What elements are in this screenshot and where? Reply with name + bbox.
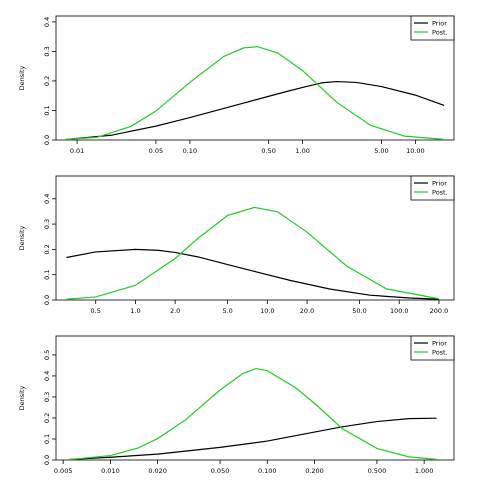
y-tick-label: 0.2: [43, 413, 51, 423]
x-tick-label: 100.0: [390, 307, 409, 315]
legend-label: Prior: [432, 19, 447, 27]
y-axis-label: Density: [18, 65, 26, 90]
legend-box: [410, 175, 455, 201]
x-tick-label: 0.10: [183, 147, 197, 155]
y-axis-label: Density: [18, 385, 26, 410]
x-tick-label: 0.100: [258, 467, 277, 475]
panel-2: 0.5 1.0 2.0 5.0 10.0 20.0 50.0 100.0 200.0 0.0 0.1…: [18, 175, 455, 315]
legend-label: Prior: [432, 339, 447, 347]
plot-frame: [55, 335, 455, 461]
x-tick-label: 10.00: [406, 147, 425, 155]
y-tick-label: 0.1: [43, 434, 51, 444]
series-line-post: [66, 46, 445, 141]
series-line-prior: [66, 80, 445, 141]
y-tick-label: 0.4: [43, 17, 51, 27]
y-tick-label: 0.3: [43, 46, 51, 56]
x-tick-label: 20.0: [300, 307, 314, 315]
x-tick-label: 1.0: [130, 307, 140, 315]
plot-frame: [55, 15, 455, 141]
y-tick-label: 0.0: [43, 455, 51, 465]
legend-label: Prior: [432, 179, 447, 187]
y-tick-label: 0.0: [43, 135, 51, 145]
y-tick-label: 0.1: [43, 270, 51, 280]
x-tick-label: 200.0: [430, 307, 449, 315]
y-tick-label: 0.1: [43, 105, 51, 115]
legend-box: [410, 335, 455, 361]
x-tick-label: 0.50: [261, 147, 275, 155]
x-tick-label: 0.010: [101, 467, 120, 475]
x-tick-label: 0.020: [148, 467, 167, 475]
y-tick-label: 0.0: [43, 295, 51, 305]
y-axis-label: Density: [18, 225, 26, 250]
x-tick-label: 0.05: [149, 147, 163, 155]
y-tick-label: 0.5: [43, 350, 51, 360]
series-line-prior: [69, 417, 437, 460]
legend-box: [410, 15, 455, 41]
x-tick-label: 50.0: [352, 307, 366, 315]
panel-3: 0.005 0.010 0.020 0.050 0.100 0.200 0.500 1.000…: [18, 335, 455, 475]
x-tick-label: 2.0: [170, 307, 180, 315]
y-tick-label: 0.3: [43, 392, 51, 402]
y-tick-label: 0.3: [43, 219, 51, 229]
x-tick-label: 1.00: [295, 147, 309, 155]
x-tick-label: 0.200: [305, 467, 324, 475]
series-line-prior: [66, 248, 439, 300]
y-tick-label: 0.4: [43, 194, 51, 204]
y-tick-label: 0.4: [43, 371, 51, 381]
x-tick-label: 1.000: [415, 467, 434, 475]
x-tick-label: 0.005: [54, 467, 73, 475]
legend-label: Post.: [432, 28, 448, 36]
legend-label: Post.: [432, 348, 448, 356]
y-tick-label: 0.2: [43, 244, 51, 254]
plot-frame: [55, 175, 455, 301]
x-tick-label: 0.5: [91, 307, 101, 315]
y-tick-label: 0.2: [43, 76, 51, 86]
series-line-post: [66, 206, 440, 300]
x-tick-label: 0.500: [368, 467, 387, 475]
panel-1: 0.01 0.05 0.10 0.50 1.00 5.00 10.00 0.0 0.1 0.2 0.…: [18, 15, 455, 155]
x-tick-label: 0.050: [211, 467, 230, 475]
x-tick-label: 10.0: [260, 307, 274, 315]
legend-label: Post.: [432, 188, 448, 196]
x-tick-label: 0.01: [70, 147, 84, 155]
series-line-post: [69, 367, 437, 461]
x-tick-label: 5.00: [374, 147, 388, 155]
x-tick-label: 5.0: [222, 307, 232, 315]
